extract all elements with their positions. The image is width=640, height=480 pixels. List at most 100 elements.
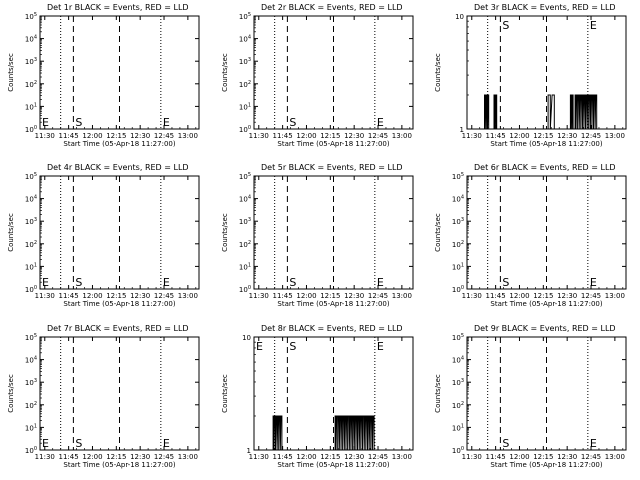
y-axis-label: Counts/sec <box>434 53 442 92</box>
y-axis-label: Counts/sec <box>221 213 229 252</box>
x-tick-label: 12:30 <box>344 132 364 140</box>
x-tick-label: 12:15 <box>533 132 553 140</box>
x-tick-label: 12:15 <box>320 292 340 300</box>
panel-title: Det 1r BLACK = Events, RED = LLD <box>47 3 189 12</box>
x-tick-label: 12:00 <box>509 453 529 461</box>
x-tick-label: 11:30 <box>462 132 482 140</box>
y-tick-label: 105 <box>25 172 37 181</box>
y-axis-label: Counts/sec <box>221 53 229 92</box>
events-trace-segment <box>334 415 375 451</box>
y-tick-label: 103 <box>25 378 37 387</box>
x-axis-label: Start Time (05-Apr-18 11:27:00) <box>490 300 602 308</box>
panel-title: Det 4r BLACK = Events, RED = LLD <box>47 163 189 172</box>
x-tick-label: 12:45 <box>154 132 174 140</box>
panel-title: Det 9r BLACK = Events, RED = LLD <box>474 324 616 333</box>
y-tick-label: 104 <box>25 195 37 204</box>
start-marker: S <box>502 276 509 289</box>
y-tick-label: 100 <box>25 446 37 455</box>
x-tick-label: 12:45 <box>368 453 388 461</box>
x-tick-label: 13:00 <box>392 132 412 140</box>
detector-panel: Det 6r BLACK = Events, RED = LLD 100 101 10… <box>434 163 627 308</box>
x-tick-label: 12:45 <box>581 292 601 300</box>
start-marker: S <box>289 116 296 129</box>
y-tick-label: 102 <box>25 80 37 89</box>
x-tick-label: 11:30 <box>462 292 482 300</box>
x-tick-label: 11:45 <box>486 292 506 300</box>
x-axis-label: Start Time (05-Apr-18 11:27:00) <box>277 140 389 148</box>
x-tick-label: 12:30 <box>130 453 150 461</box>
detector-panel: Det 1r BLACK = Events, RED = LLD 100 101 10… <box>7 3 200 148</box>
x-tick-label: 13:00 <box>605 453 625 461</box>
y-tick-label: 101 <box>25 262 37 271</box>
y-tick-label: 1 <box>460 126 464 134</box>
x-tick-label: 13:00 <box>392 453 412 461</box>
y-tick-label: 101 <box>239 262 251 271</box>
end-marker: E <box>590 437 597 450</box>
x-tick-label: 11:45 <box>273 453 293 461</box>
y-tick-label: 100 <box>452 285 464 294</box>
x-axis-label: Start Time (05-Apr-18 11:27:00) <box>63 140 175 148</box>
y-tick-label: 104 <box>452 356 464 365</box>
end-marker: E <box>590 276 597 289</box>
y-axis-label: Counts/sec <box>7 53 15 92</box>
y-tick-label: 100 <box>25 285 37 294</box>
y-axis-label: Counts/sec <box>434 374 442 413</box>
start-marker: S <box>75 276 82 289</box>
x-tick-label: 12:00 <box>296 453 316 461</box>
x-axis-label: Start Time (05-Apr-18 11:27:00) <box>277 300 389 308</box>
panel-title: Det 8r BLACK = Events, RED = LLD <box>261 324 403 333</box>
y-tick-label: 104 <box>239 195 251 204</box>
y-tick-label: 104 <box>25 35 37 44</box>
x-tick-label: 12:30 <box>344 453 364 461</box>
x-tick-label: 12:30 <box>130 292 150 300</box>
y-tick-label: 100 <box>25 125 37 134</box>
x-tick-label: 11:30 <box>35 292 55 300</box>
y-tick-label: 10 <box>242 334 251 342</box>
y-tick-label: 105 <box>25 333 37 342</box>
end-marker: E <box>377 340 384 353</box>
end-marker: E <box>163 116 170 129</box>
y-tick-label: 104 <box>452 195 464 204</box>
x-tick-label: 12:15 <box>320 453 340 461</box>
panel-title: Det 7r BLACK = Events, RED = LLD <box>47 324 189 333</box>
y-tick-label: 101 <box>239 102 251 111</box>
y-tick-label: 105 <box>452 333 464 342</box>
x-tick-label: 12:15 <box>533 292 553 300</box>
panel-title: Det 6r BLACK = Events, RED = LLD <box>474 163 616 172</box>
x-axis-label: Start Time (05-Apr-18 11:27:00) <box>63 461 175 469</box>
x-tick-label: 12:15 <box>533 453 553 461</box>
x-tick-label: 13:00 <box>178 453 198 461</box>
x-tick-label: 12:45 <box>154 292 174 300</box>
end-marker: E <box>163 437 170 450</box>
y-tick-label: 104 <box>239 35 251 44</box>
y-tick-label: 105 <box>239 12 251 21</box>
x-tick-label: 12:00 <box>296 292 316 300</box>
x-tick-label: 11:45 <box>273 292 293 300</box>
start-marker: S <box>75 116 82 129</box>
events-trace-segment <box>547 94 555 130</box>
x-tick-label: 11:30 <box>249 453 269 461</box>
x-tick-label: 12:00 <box>82 292 102 300</box>
start-marker: S <box>75 437 82 450</box>
end-marker: E <box>42 437 49 450</box>
end-marker: E <box>590 19 597 32</box>
y-tick-label: 103 <box>452 378 464 387</box>
y-tick-label: 105 <box>239 172 251 181</box>
start-marker: S <box>502 437 509 450</box>
events-trace-segment <box>569 94 574 130</box>
detector-panel: Det 5r BLACK = Events, RED = LLD 100 101 10… <box>221 163 414 308</box>
y-tick-label: 105 <box>452 172 464 181</box>
x-tick-label: 13:00 <box>392 292 412 300</box>
detector-panel: Det 7r BLACK = Events, RED = LLD 100 101 10… <box>7 324 200 469</box>
x-tick-label: 12:00 <box>296 132 316 140</box>
y-axis-label: Counts/sec <box>221 374 229 413</box>
start-marker: S <box>289 340 296 353</box>
x-tick-label: 11:45 <box>486 453 506 461</box>
y-tick-label: 103 <box>25 217 37 226</box>
x-tick-label: 12:00 <box>82 132 102 140</box>
x-tick-label: 12:30 <box>557 292 577 300</box>
y-tick-label: 101 <box>452 423 464 432</box>
x-tick-label: 12:15 <box>106 132 126 140</box>
y-tick-label: 102 <box>452 401 464 410</box>
